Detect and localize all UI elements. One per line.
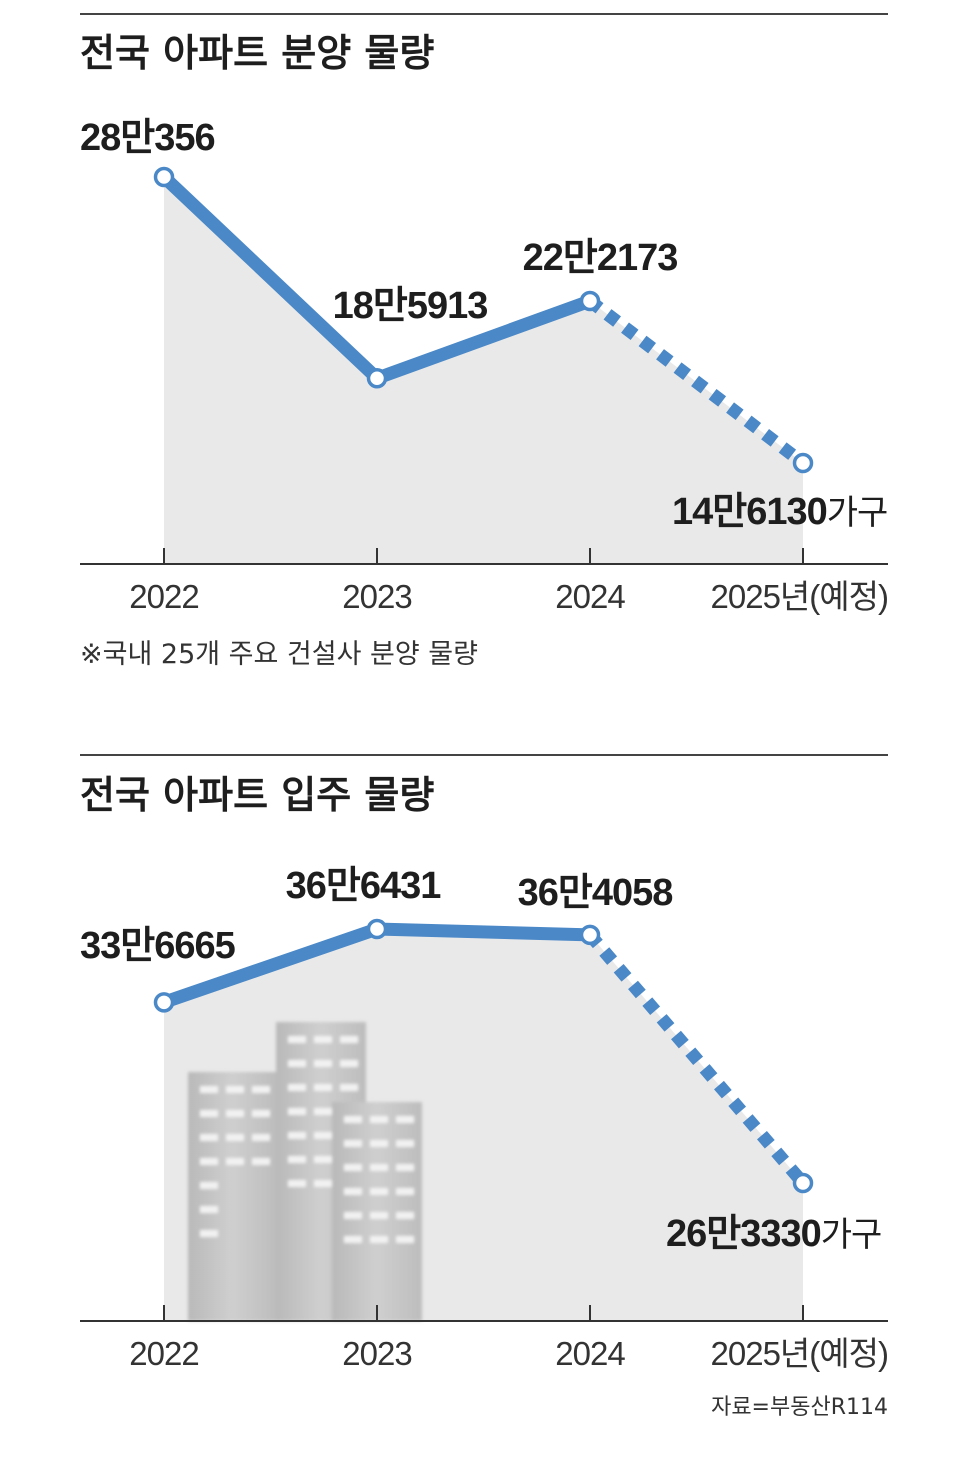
building-window	[344, 1116, 362, 1123]
building-window	[288, 1180, 306, 1187]
building-window	[314, 1036, 332, 1043]
building-window	[200, 1230, 218, 1237]
building-window	[314, 1060, 332, 1067]
building-window	[314, 1132, 332, 1139]
building-window	[288, 1036, 306, 1043]
data-point-marker	[366, 918, 388, 940]
building-window	[288, 1084, 306, 1091]
building-window	[252, 1110, 270, 1117]
building-window	[370, 1116, 388, 1123]
buildings-illustration	[188, 1022, 422, 1321]
data-point-marker	[153, 166, 175, 188]
data-label: 22만2173	[523, 237, 678, 279]
building-window	[370, 1164, 388, 1171]
data-point-marker	[792, 452, 814, 474]
building-window	[370, 1140, 388, 1147]
building-window	[252, 1158, 270, 1165]
building-window	[252, 1134, 270, 1141]
chart-1-title: 전국 아파트 분양 물량	[80, 31, 434, 75]
data-point-marker	[579, 924, 601, 946]
building-window	[226, 1158, 244, 1165]
data-point-marker	[153, 992, 175, 1013]
x-tick-label: 2022	[129, 578, 198, 615]
building-window	[200, 1158, 218, 1165]
chart-2-title: 전국 아파트 입주 물량	[80, 773, 434, 817]
building-window	[370, 1212, 388, 1219]
chart-1-plot: 28만356 18만5913 22만2173 14만6130가구	[80, 117, 888, 564]
building-window	[340, 1036, 358, 1043]
building-window	[314, 1108, 332, 1115]
data-label: 18만5913	[333, 285, 488, 327]
building-window	[344, 1164, 362, 1171]
building-window	[370, 1236, 388, 1243]
data-label-unit: 가구	[827, 493, 888, 533]
x-tick-label: 2025년(예정)	[711, 578, 888, 615]
building-window	[344, 1188, 362, 1195]
chart-2-line-projected	[585, 930, 808, 1188]
building-window	[396, 1164, 414, 1171]
x-tick-label: 2023	[342, 1335, 411, 1372]
building	[332, 1102, 422, 1321]
building-window	[288, 1156, 306, 1163]
x-tick-label: 2025년(예정)	[711, 1335, 888, 1372]
x-tick-label: 2023	[342, 578, 411, 615]
data-label: 36만6431	[286, 865, 442, 907]
data-point-marker	[579, 290, 601, 312]
building-window	[314, 1180, 332, 1187]
building-window	[200, 1086, 218, 1093]
building-window	[344, 1212, 362, 1219]
building-window	[396, 1188, 414, 1195]
chart-2-plot: 33만6665 36만6431 36만4058 26만3330가구	[80, 865, 882, 1321]
data-label-unit: 가구	[821, 1215, 882, 1255]
building-window	[288, 1108, 306, 1115]
chart-1-x-ticks: 2022 2023 2024 2025년(예정)	[129, 548, 889, 615]
chart-1-line-projected	[586, 295, 807, 469]
data-label: 14만6130가구	[672, 491, 887, 533]
chart-2: 전국 아파트 입주 물량 33만6665 36만6431 36만4058 26만333…	[80, 754, 889, 1420]
data-label: 26만3330가구	[666, 1213, 881, 1255]
chart-1-area-fill	[164, 177, 803, 564]
data-point-marker	[792, 1172, 814, 1194]
building-window	[226, 1086, 244, 1093]
chart-2-x-ticks: 2022 2023 2024 2025년(예정)	[129, 1305, 889, 1372]
source-label: 자료=부동산R114	[711, 1395, 888, 1420]
x-tick-label: 2022	[129, 1335, 198, 1372]
building-window	[396, 1116, 414, 1123]
chart-1: 전국 아파트 분양 물량 28만356 18만5913 22만2173 14만6130…	[80, 13, 889, 670]
building-window	[344, 1140, 362, 1147]
building-window	[340, 1084, 358, 1091]
building-window	[226, 1110, 244, 1117]
building-window	[288, 1060, 306, 1067]
building-window	[200, 1134, 218, 1141]
building-window	[200, 1110, 218, 1117]
x-tick-label: 2024	[555, 578, 625, 615]
building-window	[200, 1182, 218, 1189]
building-window	[252, 1086, 270, 1093]
building-window	[314, 1156, 332, 1163]
building-window	[370, 1188, 388, 1195]
building-window	[396, 1140, 414, 1147]
chart-1-note: ※국내 25개 주요 건설사 분양 물량	[80, 639, 478, 670]
building	[188, 1072, 276, 1321]
building-window	[396, 1236, 414, 1243]
building-window	[340, 1060, 358, 1067]
building-window	[344, 1236, 362, 1243]
data-label: 33만6665	[80, 925, 236, 967]
data-label: 28만356	[80, 117, 215, 159]
building-window	[314, 1084, 332, 1091]
building-window	[288, 1132, 306, 1139]
building-window	[226, 1134, 244, 1141]
data-label: 36만4058	[518, 872, 673, 914]
x-tick-label: 2024	[555, 1335, 625, 1372]
building-window	[200, 1206, 218, 1213]
building-window	[396, 1212, 414, 1219]
data-point-marker	[366, 367, 388, 389]
